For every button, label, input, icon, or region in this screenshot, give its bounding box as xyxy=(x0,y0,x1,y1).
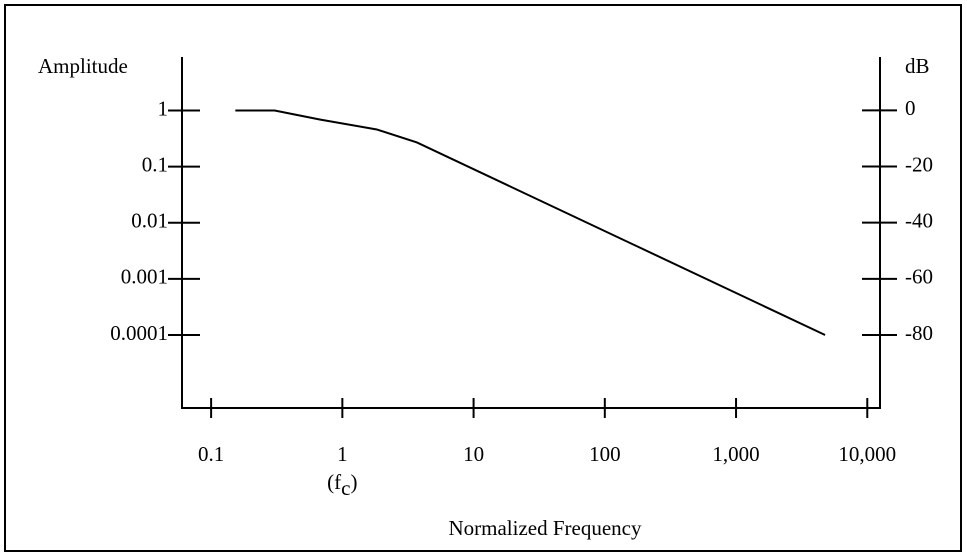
y-tick-label: 0.01 xyxy=(131,209,168,233)
y2-tick-label: -60 xyxy=(905,265,933,289)
annotation: (fc) xyxy=(327,470,357,500)
y-tick-label: 0.1 xyxy=(142,152,168,176)
y2-axis-label: dB xyxy=(905,54,930,78)
y2-tick-label: -20 xyxy=(905,152,933,176)
y-tick-label: 0.001 xyxy=(121,265,168,289)
frame xyxy=(4,4,962,552)
x-tick-label: 1 xyxy=(337,442,348,466)
y-tick-label: 1 xyxy=(158,96,169,120)
x-tick-label: 100 xyxy=(589,442,621,466)
y2-tick-label: 0 xyxy=(905,96,916,120)
y2-tick-label: -80 xyxy=(905,321,933,345)
x-axis-label: Normalized Frequency xyxy=(448,516,642,540)
y-tick-label: 0.0001 xyxy=(110,321,168,345)
y-axis-label: Amplitude xyxy=(38,54,128,78)
line xyxy=(235,109,826,336)
x-tick-label: 10,000 xyxy=(838,442,896,466)
y2-tick-label: -40 xyxy=(905,208,933,232)
x-tick-label: 0.1 xyxy=(198,442,224,466)
x-tick-label: 1,000 xyxy=(712,442,759,466)
x-tick-label: 10 xyxy=(463,442,484,466)
